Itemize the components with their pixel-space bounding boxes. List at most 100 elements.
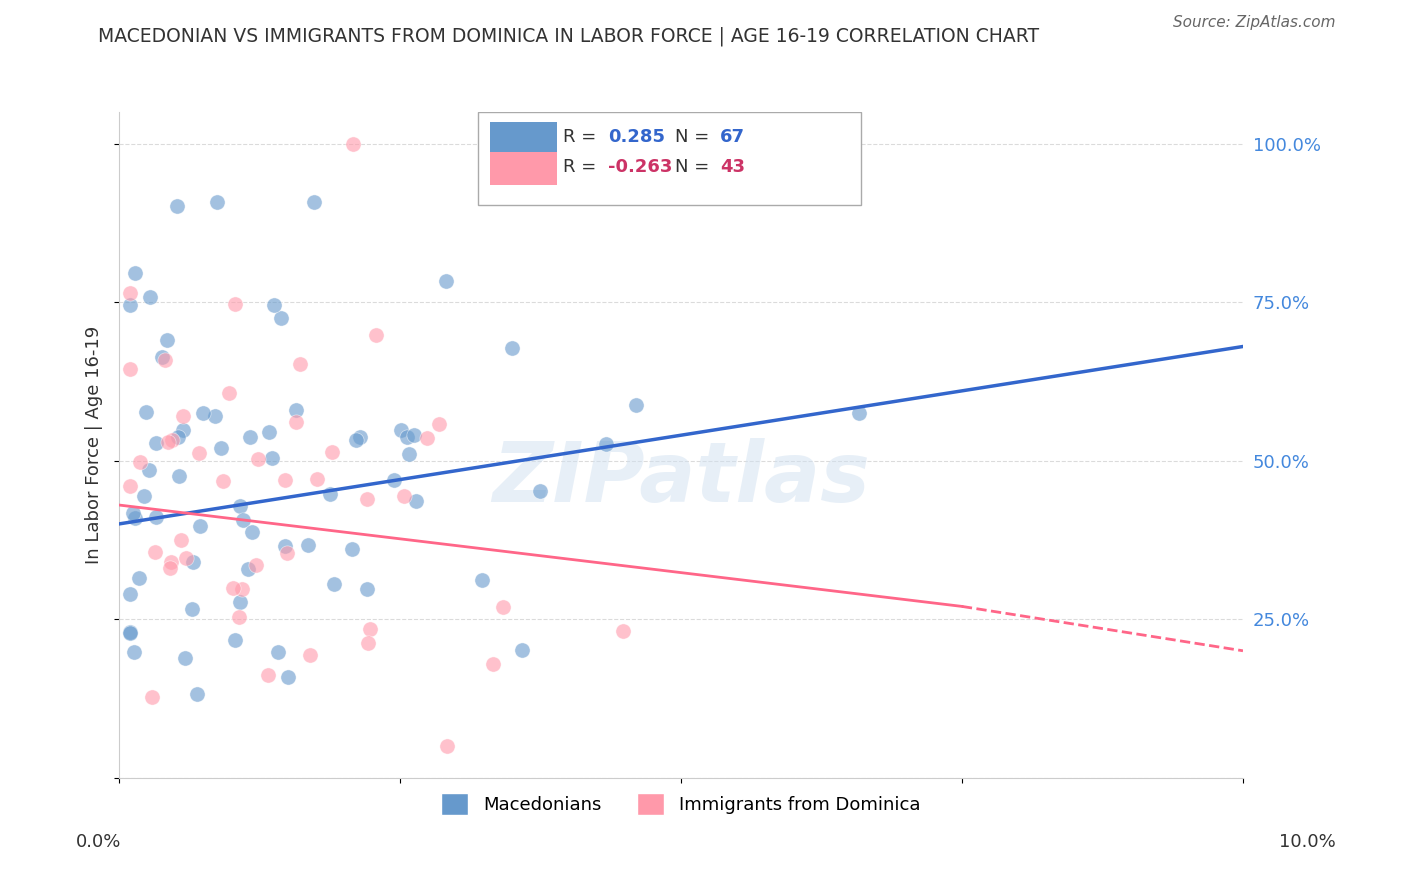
FancyBboxPatch shape xyxy=(489,122,557,155)
Point xyxy=(482,657,505,672)
Point xyxy=(204,409,226,423)
Point xyxy=(156,333,179,347)
Point xyxy=(307,472,329,486)
Point xyxy=(236,562,259,576)
Point xyxy=(118,297,141,311)
Point xyxy=(124,511,146,525)
Point xyxy=(205,194,228,209)
Text: ZIPatlas: ZIPatlas xyxy=(492,438,870,518)
Point xyxy=(228,594,250,608)
Text: 0.285: 0.285 xyxy=(607,128,665,145)
Point xyxy=(284,403,307,417)
Point xyxy=(172,409,194,424)
Point xyxy=(224,633,246,648)
Point xyxy=(174,651,197,665)
Point xyxy=(222,581,245,595)
Text: R =: R = xyxy=(562,158,602,176)
Point xyxy=(167,469,190,483)
Text: 0.0%: 0.0% xyxy=(76,833,121,851)
Point xyxy=(260,450,283,465)
Point xyxy=(139,290,162,304)
Y-axis label: In Labor Force | Age 16-19: In Labor Force | Age 16-19 xyxy=(86,326,103,564)
Point xyxy=(340,541,363,556)
Point xyxy=(188,519,211,533)
Point xyxy=(510,642,533,657)
Point xyxy=(356,582,378,596)
Text: -0.263: -0.263 xyxy=(607,158,672,176)
Point xyxy=(349,430,371,444)
Point xyxy=(245,558,267,572)
Point xyxy=(141,690,163,704)
Point xyxy=(270,311,292,326)
Point xyxy=(191,406,214,420)
FancyBboxPatch shape xyxy=(489,152,557,186)
Point xyxy=(209,441,232,455)
Point xyxy=(344,434,367,448)
Text: Source: ZipAtlas.com: Source: ZipAtlas.com xyxy=(1173,15,1336,29)
Point xyxy=(267,645,290,659)
Point xyxy=(229,499,252,513)
Point xyxy=(319,486,342,500)
Point xyxy=(612,624,634,638)
Point xyxy=(166,199,188,213)
Point xyxy=(359,622,381,636)
Point xyxy=(118,624,141,639)
Point xyxy=(277,670,299,684)
Point xyxy=(121,506,143,520)
Point xyxy=(181,555,204,569)
Point xyxy=(187,446,209,460)
Point xyxy=(138,462,160,476)
Point xyxy=(240,525,263,540)
Point xyxy=(396,430,419,444)
Point xyxy=(529,483,551,498)
Point xyxy=(427,417,450,431)
Point xyxy=(492,599,515,614)
Point xyxy=(624,398,647,412)
FancyBboxPatch shape xyxy=(478,112,860,205)
Point xyxy=(174,551,197,566)
Point xyxy=(124,266,146,280)
Point xyxy=(128,571,150,585)
Point xyxy=(166,430,188,444)
Point xyxy=(392,489,415,503)
Point xyxy=(135,405,157,419)
Point xyxy=(405,493,427,508)
Text: N =: N = xyxy=(675,158,716,176)
Point xyxy=(297,538,319,552)
Point xyxy=(118,285,141,300)
Point xyxy=(416,431,439,445)
Point xyxy=(118,626,141,640)
Text: R =: R = xyxy=(562,128,602,145)
Point xyxy=(501,341,523,355)
Point xyxy=(128,455,150,469)
Point xyxy=(356,636,378,650)
Point xyxy=(323,577,346,591)
Legend: Macedonians, Immigrants from Dominica: Macedonians, Immigrants from Dominica xyxy=(434,785,928,822)
Point xyxy=(134,489,156,503)
Text: N =: N = xyxy=(675,128,716,145)
Point xyxy=(342,136,364,151)
Point xyxy=(153,353,176,368)
Point xyxy=(118,362,141,376)
Point xyxy=(218,385,240,400)
Point xyxy=(180,601,202,615)
Point xyxy=(186,687,208,701)
Point xyxy=(224,297,246,311)
Point xyxy=(302,194,325,209)
Point xyxy=(436,739,458,753)
Point xyxy=(120,479,142,493)
Point xyxy=(170,533,193,547)
Point xyxy=(122,644,145,658)
Point xyxy=(157,434,180,449)
Point xyxy=(232,513,254,527)
Point xyxy=(595,437,617,451)
Point xyxy=(118,587,141,601)
Text: 43: 43 xyxy=(720,158,745,176)
Point xyxy=(160,433,183,447)
Point xyxy=(211,474,233,488)
Point xyxy=(288,357,311,371)
Point xyxy=(228,609,250,624)
Point xyxy=(356,491,378,506)
Point xyxy=(160,555,183,569)
Point xyxy=(145,510,167,524)
